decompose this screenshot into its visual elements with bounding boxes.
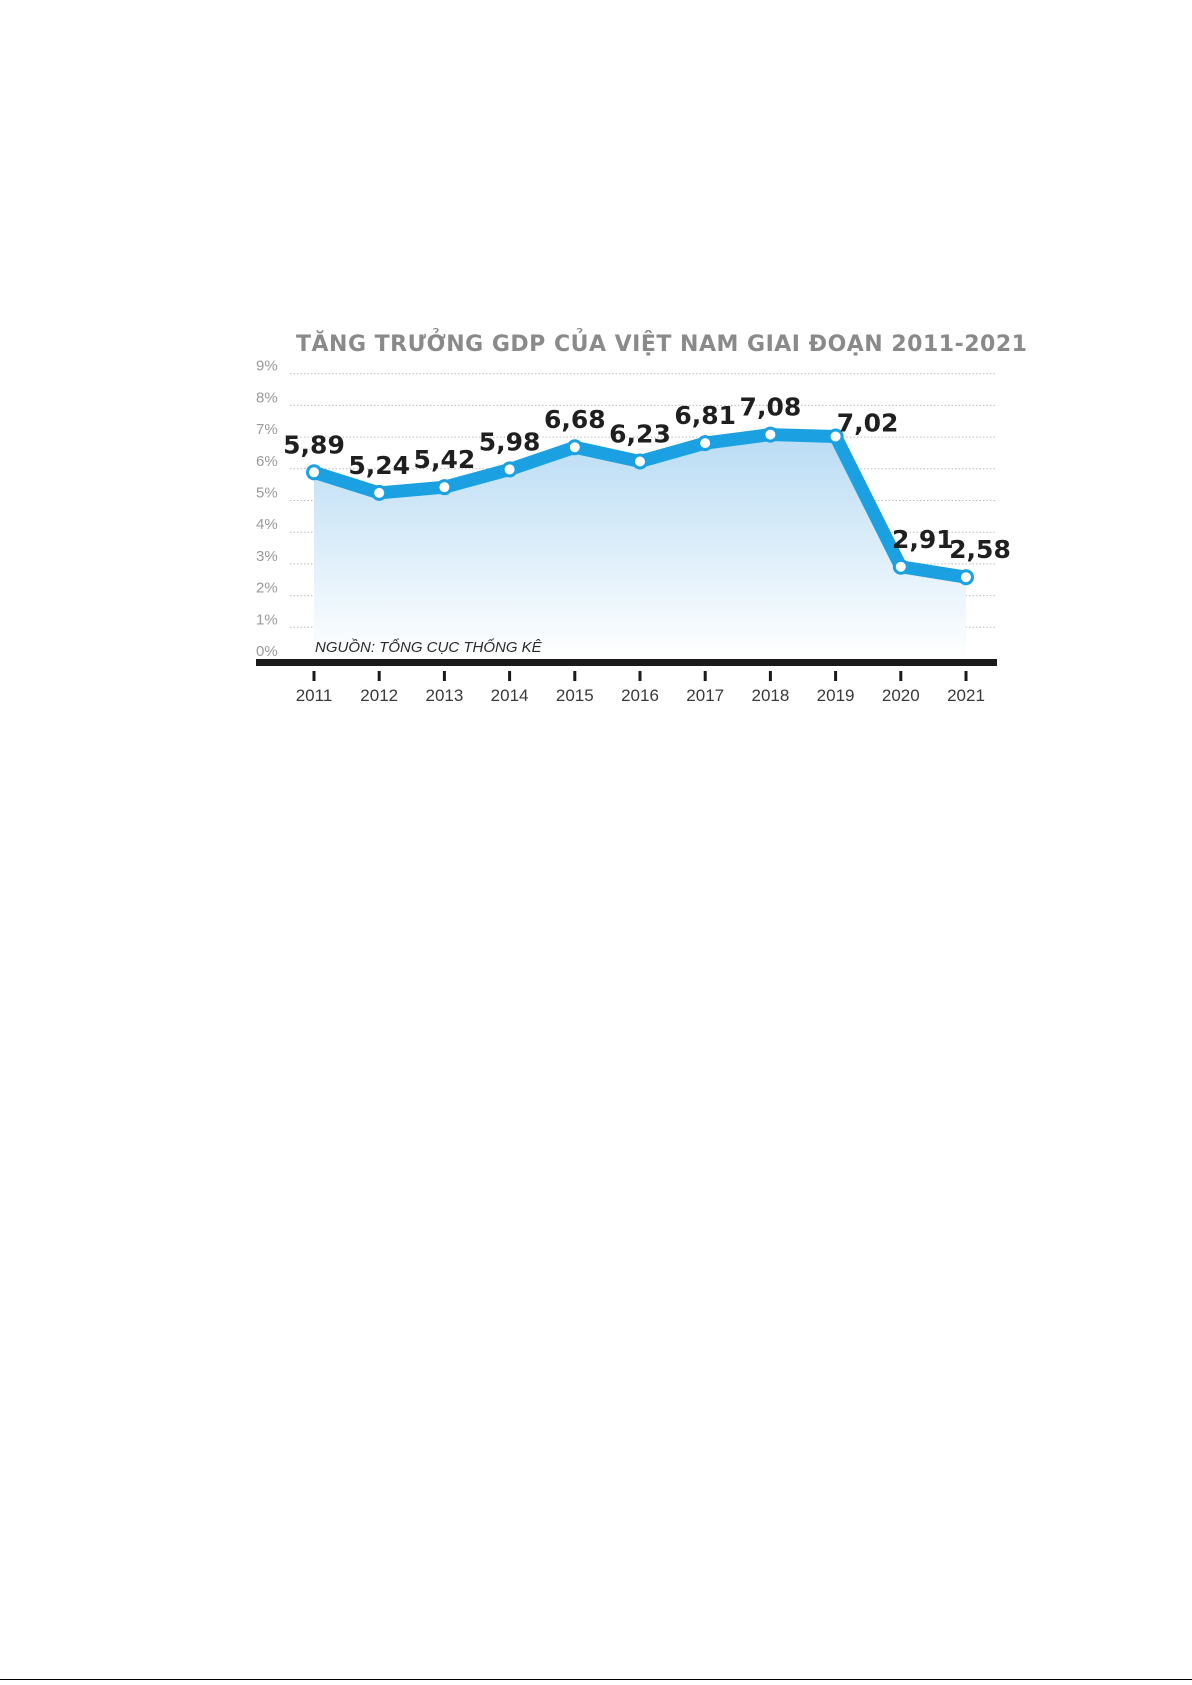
y-tick-label: 9%	[256, 358, 278, 375]
x-tick-label: 2019	[817, 686, 855, 705]
y-tick-label: 5%	[256, 485, 278, 502]
data-label: 6,23	[609, 420, 671, 449]
data-point	[371, 484, 388, 501]
x-tick-mark	[964, 671, 968, 681]
x-tick-label: 2012	[360, 686, 398, 705]
data-label: 6,68	[544, 405, 606, 434]
x-tick-label: 2011	[296, 686, 333, 705]
data-label: 5,98	[479, 427, 541, 456]
x-tick-mark	[638, 671, 642, 681]
data-point	[827, 428, 844, 445]
data-label: 2,91	[892, 525, 954, 554]
x-tick-label: 2014	[491, 686, 529, 705]
page-bottom-rule	[0, 1679, 1192, 1680]
data-label: 5,89	[283, 430, 345, 459]
x-tick-mark	[442, 671, 446, 681]
data-point	[958, 569, 974, 586]
x-tick-mark	[899, 671, 903, 681]
data-point	[762, 426, 779, 443]
data-label: 5,24	[348, 451, 410, 480]
x-tick-label: 2018	[751, 686, 789, 705]
y-tick-label: 4%	[256, 516, 278, 533]
area-fill	[314, 434, 966, 659]
y-tick-label: 1%	[256, 611, 278, 628]
x-tick-mark	[768, 671, 772, 681]
chart-title: TĂNG TRƯỞNG GDP CỦA VIỆT NAM GIAI ĐOẠN 2…	[296, 329, 1027, 357]
x-tick-label: 2021	[947, 686, 985, 705]
data-point	[892, 558, 909, 575]
data-point	[501, 461, 518, 478]
data-point	[632, 453, 648, 470]
x-tick-mark	[573, 671, 577, 681]
x-tick-label: 2020	[882, 686, 920, 705]
x-tick-mark	[834, 671, 838, 681]
y-tick-label: 2%	[256, 580, 278, 597]
x-tick-label: 2016	[621, 686, 659, 705]
data-point	[306, 464, 322, 481]
data-point	[697, 435, 714, 452]
data-point	[566, 439, 583, 456]
x-axis-baseline	[256, 659, 997, 666]
data-label: 7,02	[837, 408, 899, 437]
y-tick-label: 3%	[256, 548, 278, 565]
x-tick-mark	[377, 671, 381, 681]
data-label: 2,58	[949, 535, 1011, 564]
data-label: 7,08	[740, 393, 802, 422]
y-tick-label: 6%	[256, 453, 278, 470]
y-tick-label: 0%	[256, 643, 278, 660]
x-tick-label: 2017	[686, 686, 724, 705]
source-note: NGUỒN: TỔNG CỤC THỐNG KÊ	[315, 638, 543, 656]
x-tick-label: 2015	[556, 686, 594, 705]
y-tick-label: 8%	[256, 389, 278, 406]
data-point	[436, 479, 453, 496]
x-tick-mark	[508, 671, 512, 681]
x-tick-label: 2013	[425, 686, 463, 705]
y-tick-label: 7%	[256, 421, 278, 438]
x-tick-mark	[312, 671, 316, 681]
data-label: 5,42	[414, 445, 476, 474]
data-label: 6,81	[674, 401, 736, 430]
x-tick-mark	[703, 671, 707, 681]
